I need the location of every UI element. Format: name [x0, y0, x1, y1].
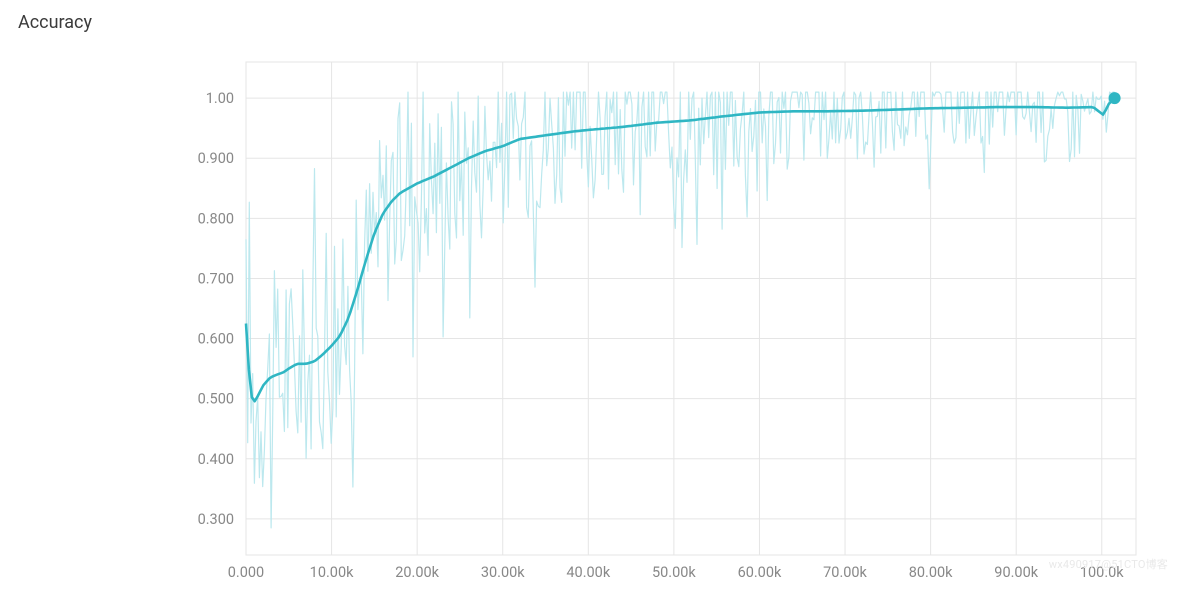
chart-svg: 0.300 0.400 0.500 0.600 0.700 0.800 0.900 1.00 0…	[0, 0, 1184, 597]
y-tick-label: 0.600	[198, 331, 234, 348]
watermark: wx490917@51CTO博客	[1049, 556, 1168, 572]
y-tick-label: 0.700	[198, 270, 234, 287]
x-tick-label: 70.00k	[823, 564, 867, 581]
y-tick-label: 0.900	[198, 150, 234, 167]
x-tick-label: 0.000	[228, 564, 264, 581]
x-tick-label: 20.00k	[395, 564, 439, 581]
accuracy-chart: 0.300 0.400 0.500 0.600 0.700 0.800 0.900 1.00 0…	[0, 0, 1184, 597]
x-tick-label: 40.00k	[566, 564, 610, 581]
x-tick-label: 10.00k	[310, 564, 354, 581]
y-tick-label: 0.500	[198, 391, 234, 408]
x-tick-label: 60.00k	[738, 564, 782, 581]
y-tick-label: 0.800	[198, 210, 234, 227]
y-tick-label: 0.400	[198, 451, 234, 468]
x-tick-label: 30.00k	[481, 564, 525, 581]
raw-series	[246, 92, 1115, 528]
x-tick-label: 50.00k	[652, 564, 696, 581]
x-tick-label: 80.00k	[909, 564, 953, 581]
y-tick-label: 0.300	[198, 511, 234, 528]
end-marker	[1109, 92, 1121, 104]
x-tick-label: 90.00k	[994, 564, 1038, 581]
y-tick-label: 1.00	[206, 90, 234, 107]
